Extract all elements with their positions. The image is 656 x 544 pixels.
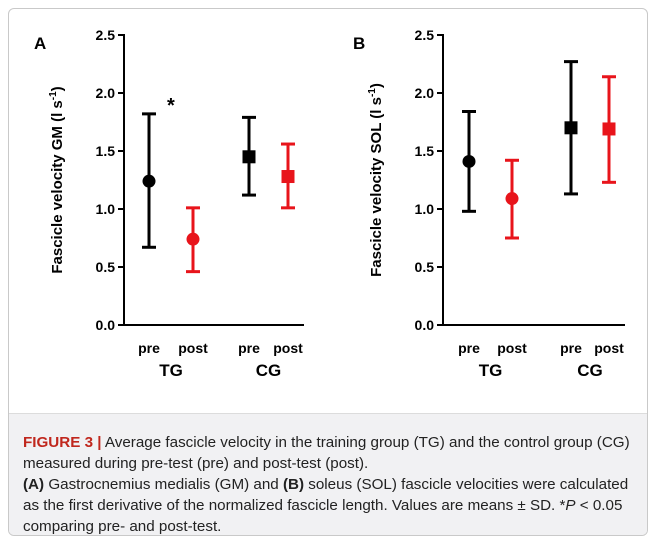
y-tick-label-b: 2.5 [415, 27, 435, 43]
caption-panel-a-label: (A) [23, 476, 45, 493]
significance-star-a: * [167, 95, 175, 117]
y-axis-title-main-b: Fascicle velocity SOL (l s [368, 97, 385, 277]
mean-marker-cg-post-a [281, 170, 295, 184]
x-tick-label-post-a: post [273, 340, 303, 356]
y-tick-label-a: 2.5 [96, 27, 116, 43]
caption-panel-b-label: (B) [282, 476, 305, 493]
y-tick-label-a: 0.5 [96, 259, 116, 275]
caption-p-text: < 0.05 comparing pre- and post-test. [23, 497, 623, 535]
caption-p-italic: P [565, 497, 576, 514]
x-tick-label-pre-b: pre [458, 340, 480, 356]
group-label-cg-b: CG [577, 361, 603, 380]
x-tick-label-post-b: post [594, 340, 624, 356]
y-axis-title-main-a: Fascicle velocity GM (l s [49, 100, 66, 273]
y-tick-label-b: 2.0 [415, 85, 435, 101]
panel-label-b: B [353, 34, 365, 53]
mean-marker-cg-post-b [602, 122, 616, 136]
chart-panel-a: A 0.0 0.5 1.0 1.5 2.0 2.5 Fascicle velocity GM … [34, 27, 304, 380]
mean-marker-tg-pre-a [142, 174, 156, 188]
caption-line-1: Average fascicle velocity in the trainin… [23, 434, 630, 472]
x-tick-label-pre-a: pre [238, 340, 260, 356]
mean-marker-tg-post-a [186, 232, 200, 246]
y-axis-title-b: Fascicle velocity SOL (l s-1) [367, 83, 385, 277]
y-axis-title-a: Fascicle velocity GM (l s-1) [48, 86, 66, 273]
mean-marker-tg-pre-b [462, 154, 476, 168]
charts-canvas: A 0.0 0.5 1.0 1.5 2.0 2.5 Fascicle velocity GM … [34, 27, 625, 380]
group-label-cg-a: CG [256, 361, 282, 380]
y-tick-label-b: 1.0 [415, 201, 435, 217]
caption-figure-label: FIGURE 3 | [23, 434, 102, 451]
y-tick-label-b: 0.5 [415, 259, 435, 275]
caption-panel-b-text: soleus (SOL) fascicle velocities were ca… [23, 476, 629, 514]
y-tick-label-b: 0.0 [415, 317, 435, 333]
group-label-tg-a: TG [159, 361, 183, 380]
x-tick-label-pre-b: pre [560, 340, 582, 356]
panel-label-a: A [34, 34, 46, 53]
y-axis-title-close-b: ) [368, 83, 385, 88]
group-label-tg-b: TG [479, 361, 503, 380]
mean-marker-cg-pre-b [564, 121, 578, 135]
mean-marker-tg-post-b [505, 192, 519, 206]
y-axis-title-sup-b: -1 [367, 88, 378, 97]
y-tick-label-a: 0.0 [96, 317, 116, 333]
y-tick-label-a: 1.0 [96, 201, 116, 217]
y-axis-title-sup-a: -1 [48, 91, 59, 100]
y-tick-label-a: 1.5 [96, 143, 116, 159]
x-tick-label-post-b: post [497, 340, 527, 356]
y-axis-title-close-a: ) [49, 86, 66, 91]
chart-panel-b: B 0.0 0.5 1.0 1.5 2.0 2.5 Fascicle velocity SOL… [353, 27, 625, 380]
y-tick-label-a: 2.0 [96, 85, 116, 101]
caption-panel-a-text: Gastrocnemius medialis (GM) and [44, 476, 283, 493]
figure-panel: A 0.0 0.5 1.0 1.5 2.0 2.5 Fascicle velocity GM … [8, 8, 648, 536]
mean-marker-cg-pre-a [242, 150, 256, 164]
y-tick-label-b: 1.5 [415, 143, 435, 159]
x-tick-label-post-a: post [178, 340, 208, 356]
figure-caption: FIGURE 3 | Average fascicle velocity in … [9, 413, 647, 535]
x-tick-label-pre-a: pre [138, 340, 160, 356]
